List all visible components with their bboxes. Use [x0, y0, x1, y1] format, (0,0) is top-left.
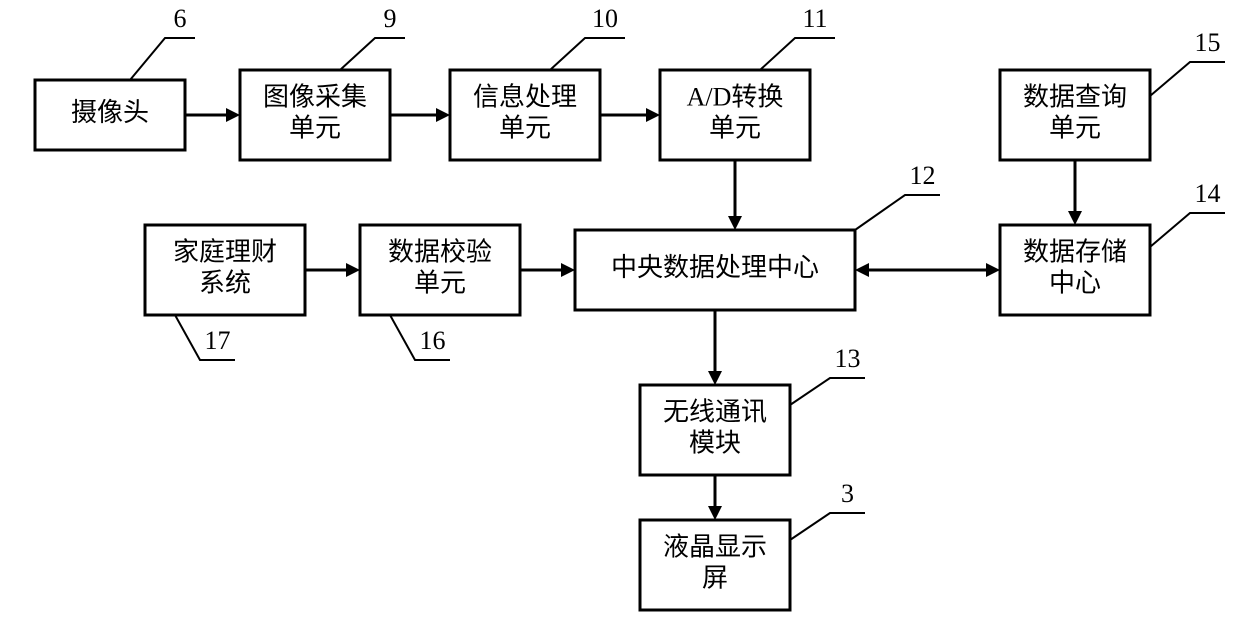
lead-n11 — [760, 38, 835, 70]
label-n13-line0: 无线通讯 — [663, 397, 767, 426]
num-n12: 12 — [910, 161, 936, 190]
node-n3: 液晶显示屏 3 — [640, 479, 865, 610]
arrowhead — [708, 371, 722, 385]
label-n15-line0: 数据查询 — [1023, 82, 1127, 111]
node-n17: 家庭理财系统 17 — [145, 225, 305, 360]
label-n17-line0: 家庭理财 — [173, 237, 277, 266]
node-n10: 信息处理单元 10 — [450, 4, 625, 160]
arrowhead — [436, 108, 450, 122]
label-n14-line0: 数据存储 — [1023, 237, 1127, 266]
num-n14: 14 — [1195, 179, 1221, 208]
num-n9: 9 — [384, 4, 397, 33]
label-n13-line1: 模块 — [689, 429, 741, 458]
label-n17-line1: 系统 — [199, 269, 251, 298]
arrowhead — [728, 216, 742, 230]
label-n10-line0: 信息处理 — [473, 82, 577, 111]
label-n9-line1: 单元 — [289, 114, 341, 143]
arrowhead — [855, 263, 869, 277]
label-n16-line1: 单元 — [414, 269, 466, 298]
arrowhead — [226, 108, 240, 122]
node-n13: 无线通讯模块 13 — [640, 344, 865, 475]
node-n9: 图像采集单元 9 — [240, 4, 405, 160]
num-n10: 10 — [592, 4, 618, 33]
label-n12-line0: 中央数据处理中心 — [611, 253, 819, 282]
node-n15: 数据查询单元 15 — [1000, 28, 1225, 160]
label-n6-line0: 摄像头 — [71, 98, 149, 127]
lead-n10 — [550, 38, 625, 70]
num-n13: 13 — [835, 344, 861, 373]
arrowhead — [1068, 211, 1082, 225]
label-n16-line0: 数据校验 — [388, 237, 492, 266]
arrowhead — [646, 108, 660, 122]
lead-n12 — [855, 195, 940, 230]
num-n6: 6 — [174, 4, 187, 33]
num-n15: 15 — [1195, 28, 1221, 57]
arrowhead — [986, 263, 1000, 277]
label-n14-line1: 中心 — [1049, 269, 1101, 298]
lead-n13 — [790, 378, 865, 405]
num-n11: 11 — [802, 4, 827, 33]
node-n11: A/D转换单元 11 — [660, 4, 835, 160]
label-n9-line0: 图像采集 — [263, 82, 367, 111]
label-n10-line1: 单元 — [499, 114, 551, 143]
num-n17: 17 — [205, 326, 231, 355]
lead-n14 — [1150, 213, 1225, 247]
label-n3-line0: 液晶显示 — [663, 532, 767, 561]
num-n3: 3 — [841, 479, 854, 508]
arrowhead — [561, 263, 575, 277]
num-n16: 16 — [420, 326, 446, 355]
label-n11-line0: A/D转换 — [687, 82, 784, 111]
lead-n9 — [340, 38, 405, 70]
lead-n3 — [790, 513, 865, 540]
arrowhead — [346, 263, 360, 277]
label-n15-line1: 单元 — [1049, 114, 1101, 143]
node-n6: 摄像头 6 — [35, 4, 195, 150]
lead-n6 — [130, 38, 195, 80]
arrowhead — [708, 506, 722, 520]
label-n11-line1: 单元 — [709, 114, 761, 143]
lead-n15 — [1150, 62, 1225, 96]
node-n12: 中央数据处理中心 12 — [575, 161, 940, 310]
label-n3-line1: 屏 — [702, 564, 728, 593]
node-n14: 数据存储中心 14 — [1000, 179, 1225, 315]
node-n16: 数据校验单元 16 — [360, 225, 520, 360]
